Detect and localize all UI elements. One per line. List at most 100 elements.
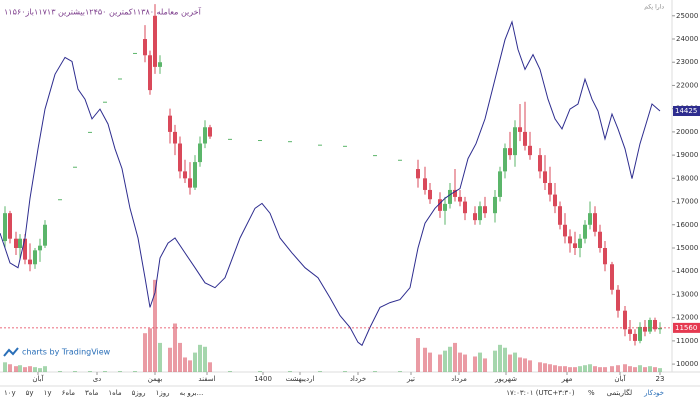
candle-body bbox=[178, 143, 182, 172]
volume-bar bbox=[148, 328, 152, 372]
candle-body bbox=[343, 145, 347, 147]
volume-bar bbox=[513, 352, 517, 372]
toolbar-button[interactable]: ۱ماه bbox=[108, 389, 122, 397]
candle-body bbox=[103, 101, 107, 103]
candle-body bbox=[523, 131, 527, 146]
volume-bar bbox=[416, 338, 420, 372]
candle-body bbox=[616, 289, 620, 311]
volume-bar bbox=[578, 366, 582, 372]
volume-bar bbox=[18, 365, 22, 372]
candle-body bbox=[453, 189, 457, 197]
candle-body bbox=[3, 213, 7, 242]
volume-bar bbox=[518, 357, 522, 372]
volume-bar bbox=[178, 342, 182, 372]
volume-bar bbox=[553, 365, 557, 372]
volume-bar bbox=[503, 347, 507, 372]
toolbar-button[interactable]: ۵روز bbox=[132, 389, 146, 397]
candle-body bbox=[133, 52, 137, 54]
x-tick-label: 23 bbox=[656, 375, 665, 383]
volume-bar bbox=[598, 367, 602, 372]
candle-body bbox=[18, 238, 22, 248]
candle-body bbox=[458, 196, 462, 202]
candle-body bbox=[653, 319, 657, 330]
watermark-icon bbox=[3, 347, 19, 357]
candle-body bbox=[423, 178, 427, 190]
volume-bar bbox=[158, 342, 162, 372]
toolbar-setting[interactable]: ۱۷:۰۳:۰۱ (UTC+۳:۳۰) bbox=[506, 389, 575, 397]
candle-body bbox=[173, 131, 177, 144]
candle-body bbox=[593, 213, 597, 232]
last-price-label: 11560 bbox=[675, 324, 697, 332]
candle-body bbox=[8, 213, 12, 239]
candle-body bbox=[183, 171, 187, 179]
x-tick-label: آبان bbox=[614, 374, 626, 383]
volume-bar bbox=[573, 367, 577, 372]
volume-bar bbox=[173, 323, 177, 372]
volume-bar bbox=[543, 363, 547, 372]
volume-bar bbox=[228, 371, 232, 372]
candle-body bbox=[28, 259, 32, 265]
x-tick-label: بهمن bbox=[148, 375, 163, 383]
watermark-text: charts by TradingView bbox=[22, 348, 111, 357]
volume-bar bbox=[8, 364, 12, 372]
volume-bar bbox=[143, 333, 147, 372]
volume-bar bbox=[623, 364, 627, 372]
volume-bar bbox=[73, 371, 77, 372]
volume-bar bbox=[473, 356, 477, 372]
volume-bar bbox=[38, 368, 42, 372]
candle-body bbox=[148, 55, 152, 91]
x-tick-label: اسفند bbox=[198, 375, 215, 383]
candle-body bbox=[158, 62, 162, 67]
volume-bar bbox=[648, 366, 652, 372]
toolbar-button[interactable]: ۱۰y bbox=[4, 389, 16, 397]
candle-body bbox=[438, 199, 442, 211]
volume-bar bbox=[458, 352, 462, 372]
volume-bar bbox=[558, 366, 562, 372]
volume-bar bbox=[133, 371, 137, 372]
toolbar-button[interactable]: ۳ماه bbox=[85, 389, 99, 397]
toolbar-button[interactable]: ۱روز bbox=[156, 389, 170, 397]
x-tick-label: تیر bbox=[406, 375, 415, 383]
volume-bar bbox=[428, 352, 432, 372]
volume-bar bbox=[610, 366, 614, 372]
candle-body bbox=[588, 213, 592, 225]
volume-bar bbox=[103, 371, 107, 372]
toolbar-button[interactable]: ۶ماه bbox=[62, 389, 76, 397]
candle-body bbox=[193, 162, 197, 188]
candle-body bbox=[398, 159, 402, 161]
candle-body bbox=[598, 231, 602, 248]
candle-body bbox=[118, 78, 122, 80]
toolbar-button[interactable]: ۱y bbox=[44, 389, 52, 397]
toolbar-setting[interactable]: خودکار bbox=[643, 389, 664, 397]
candle-body bbox=[493, 196, 497, 214]
candle-body bbox=[88, 131, 92, 133]
candle-body bbox=[610, 264, 614, 290]
x-tick-label: مرداد bbox=[451, 375, 467, 383]
volume-bar bbox=[88, 371, 92, 372]
volume-bar bbox=[193, 352, 197, 372]
candle-body bbox=[288, 141, 292, 143]
volume-bar bbox=[498, 344, 502, 372]
volume-bar bbox=[208, 362, 212, 372]
y-tick-label: 23000 bbox=[676, 58, 698, 66]
x-tick-label: آبان bbox=[32, 374, 44, 383]
candle-body bbox=[416, 169, 420, 179]
volume-bar bbox=[538, 362, 542, 372]
toolbar-setting[interactable]: % bbox=[588, 389, 595, 397]
candle-body bbox=[498, 171, 502, 197]
volume-bar bbox=[168, 347, 172, 372]
toolbar-setting[interactable]: لگاریتمی bbox=[607, 388, 632, 397]
candle-body bbox=[198, 143, 202, 163]
volume-bar bbox=[318, 371, 322, 372]
candle-body bbox=[568, 236, 572, 244]
toolbar-button[interactable]: برو به... bbox=[180, 389, 204, 397]
candle-body bbox=[648, 319, 652, 332]
candle-body bbox=[228, 138, 232, 140]
volume-bar bbox=[478, 352, 482, 372]
compare-line bbox=[0, 20, 661, 347]
toolbar-button[interactable]: ۵y bbox=[26, 389, 34, 397]
y-tick-label: 11000 bbox=[676, 337, 698, 345]
volume-bar bbox=[643, 367, 647, 372]
y-tick-label: 14000 bbox=[676, 267, 698, 275]
